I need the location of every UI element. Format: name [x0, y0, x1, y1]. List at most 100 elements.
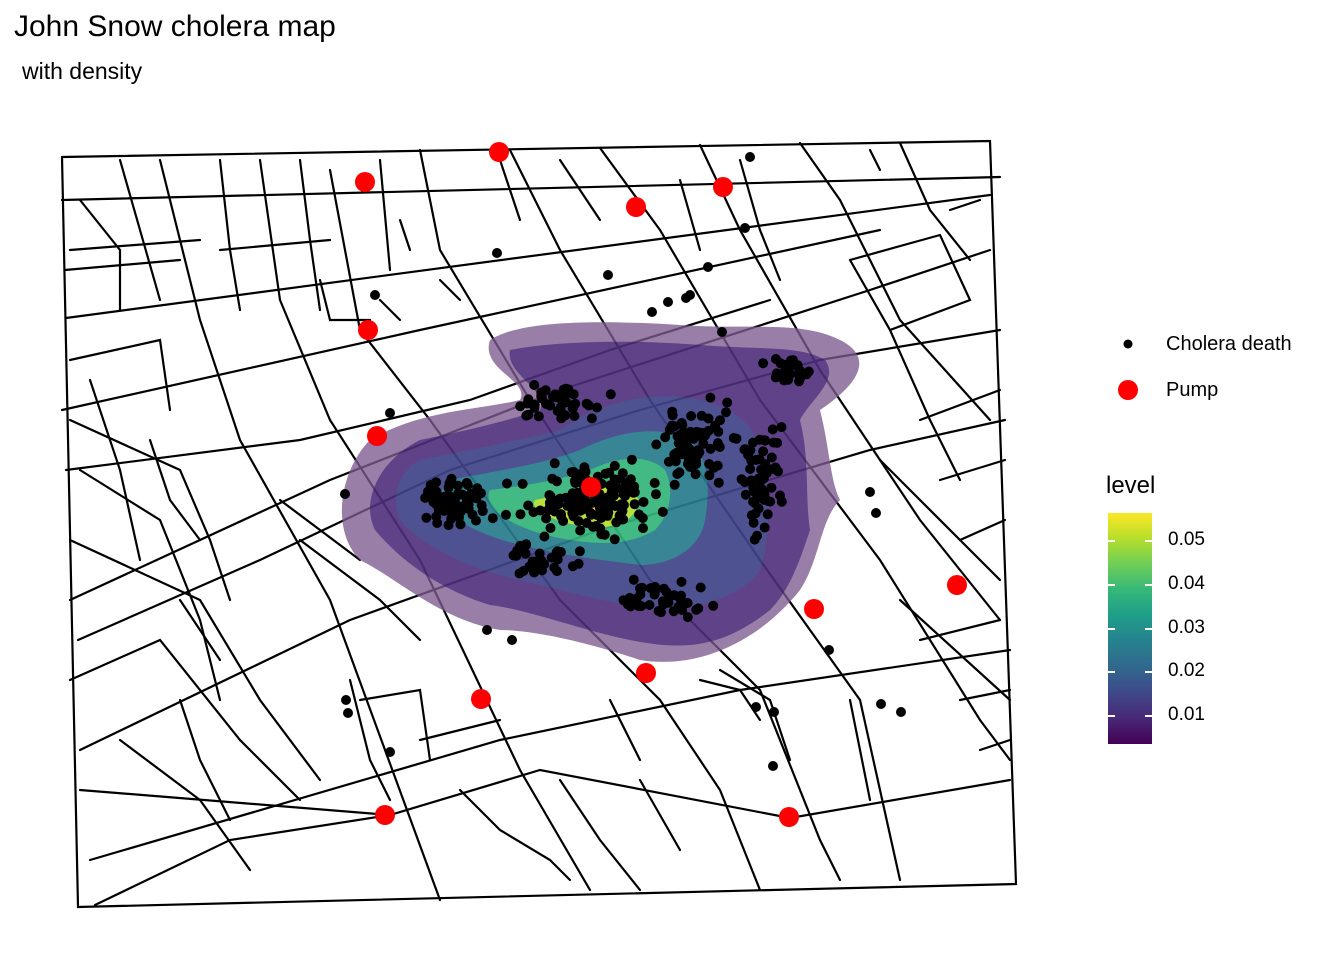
death-point: [605, 480, 616, 491]
legend-label-death: Cholera death: [1166, 332, 1292, 355]
colorbar: [1108, 513, 1152, 744]
death-point: [533, 411, 544, 422]
death-point: [596, 529, 607, 540]
colorbar-tick-label: 0.04: [1168, 572, 1205, 594]
death-point: [751, 454, 762, 465]
death-point: [545, 523, 556, 533]
legend-item-cholera-death: Cholera death: [1110, 329, 1292, 359]
death-point: [502, 478, 512, 489]
death-point: [586, 413, 597, 424]
death-point: [871, 508, 881, 518]
death-point: [629, 499, 640, 510]
death-point: [385, 747, 395, 757]
death-point: [517, 478, 528, 489]
death-point: [603, 270, 613, 280]
death-point: [340, 489, 350, 499]
death-point: [644, 600, 655, 610]
death-point: [758, 358, 769, 369]
death-point: [520, 548, 531, 559]
death-point: [686, 411, 697, 421]
death-point: [539, 531, 550, 542]
death-point: [472, 483, 483, 494]
death-point: [523, 500, 534, 511]
death-point: [748, 437, 758, 448]
death-point: [661, 587, 672, 597]
death-point: [570, 398, 581, 409]
death-point: [770, 462, 781, 473]
death-point: [772, 437, 783, 448]
pump-point: [779, 807, 799, 827]
death-point: [431, 477, 442, 488]
death-point: [575, 471, 586, 482]
death-point: [628, 574, 639, 585]
death-point: [552, 546, 563, 557]
death-point: [769, 707, 779, 717]
death-point: [609, 460, 620, 471]
death-point: [750, 508, 761, 519]
death-point: [677, 420, 688, 431]
death-point: [673, 438, 684, 449]
death-point: [752, 487, 763, 498]
death-point: [722, 397, 733, 408]
death-point: [602, 510, 613, 521]
death-point: [467, 509, 478, 520]
pump-point: [804, 599, 824, 619]
death-point: [626, 454, 637, 465]
colorbar-title: level: [1106, 472, 1156, 499]
death-point: [528, 563, 539, 574]
death-point: [638, 497, 649, 507]
death-point: [691, 459, 702, 469]
death-point: [555, 493, 565, 504]
death-point: [748, 517, 759, 528]
death-point: [555, 402, 566, 413]
colorbar-tick: [1108, 540, 1115, 543]
pump-point: [355, 172, 375, 192]
death-point: [616, 499, 627, 510]
death-point: [449, 501, 460, 512]
death-point: [508, 550, 519, 561]
death-point: [443, 482, 454, 493]
death-point: [865, 487, 875, 497]
death-point: [682, 598, 693, 608]
colorbar-tick-label: 0.05: [1168, 529, 1205, 551]
death-point: [638, 523, 648, 534]
death-point: [432, 518, 443, 528]
map-subtitle: with density: [22, 58, 143, 84]
death-point: [617, 468, 628, 479]
death-point: [651, 489, 661, 500]
death-point: [602, 492, 613, 503]
colorbar-tick: [1108, 714, 1115, 717]
death-point: [514, 568, 525, 579]
death-dot-icon: [1123, 339, 1133, 349]
death-point: [593, 495, 604, 505]
cholera-deaths: [340, 152, 906, 771]
death-point: [762, 509, 773, 520]
death-point: [669, 449, 680, 460]
death-point: [343, 708, 353, 718]
death-point: [462, 495, 472, 506]
death-point: [574, 546, 585, 557]
death-point: [753, 473, 764, 484]
colorbar-tick-label: 0.03: [1168, 616, 1205, 638]
death-point: [745, 464, 756, 474]
death-point: [660, 432, 671, 443]
death-point: [656, 607, 666, 618]
death-point: [487, 513, 498, 524]
death-point: [704, 459, 715, 469]
death-point: [740, 223, 750, 233]
colorbar-tick: [1108, 627, 1115, 630]
pump-point: [471, 689, 491, 709]
death-point: [745, 152, 755, 162]
death-point: [713, 477, 724, 488]
death-point: [704, 470, 715, 481]
death-point: [876, 699, 886, 709]
death-point: [749, 534, 760, 545]
death-point: [767, 424, 778, 435]
death-point: [759, 435, 770, 446]
death-point: [540, 385, 551, 396]
death-point: [663, 456, 674, 467]
death-point: [712, 438, 723, 449]
death-point: [549, 458, 560, 469]
pump-point: [367, 426, 387, 446]
